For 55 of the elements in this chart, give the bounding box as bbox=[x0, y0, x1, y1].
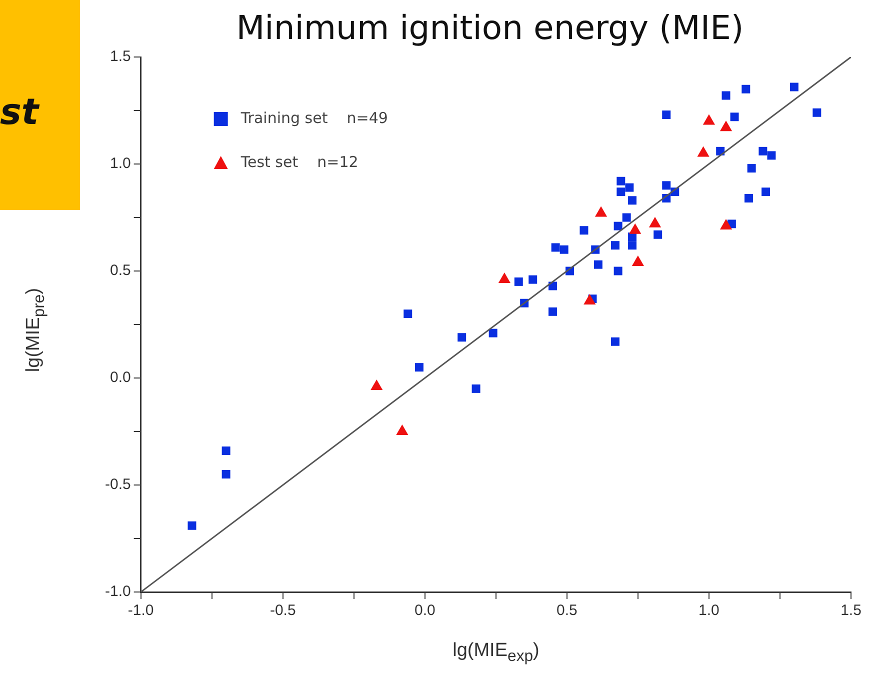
point bbox=[662, 181, 671, 190]
point bbox=[560, 245, 568, 254]
point bbox=[744, 194, 753, 202]
chart-title: Minimum ignition energy (MIE) bbox=[235, 8, 745, 47]
point bbox=[812, 108, 822, 117]
point bbox=[458, 333, 466, 342]
point bbox=[616, 176, 626, 186]
point bbox=[762, 188, 770, 196]
point bbox=[610, 337, 620, 346]
y-tick-label: 0.5 bbox=[110, 262, 131, 280]
point bbox=[514, 277, 523, 286]
point bbox=[662, 110, 671, 120]
point bbox=[488, 328, 498, 338]
legend-label: Training set n=49 bbox=[240, 108, 388, 127]
point bbox=[767, 151, 776, 160]
y-tick-label: 1.5 bbox=[110, 48, 131, 66]
point bbox=[404, 310, 412, 318]
point bbox=[528, 275, 538, 284]
legend-label: Test set n=12 bbox=[240, 152, 358, 171]
point bbox=[758, 146, 768, 156]
point bbox=[614, 222, 622, 230]
x-tick-label: -1.0 bbox=[128, 602, 154, 620]
point bbox=[625, 183, 634, 192]
point bbox=[628, 196, 637, 205]
point bbox=[654, 230, 662, 239]
point bbox=[222, 446, 230, 456]
point bbox=[622, 213, 631, 222]
point bbox=[414, 363, 424, 372]
text: st bbox=[0, 92, 39, 133]
point bbox=[722, 91, 730, 100]
point bbox=[628, 241, 637, 250]
point bbox=[730, 112, 739, 122]
y-tick-label: 1.0 bbox=[110, 155, 131, 172]
point bbox=[222, 470, 230, 479]
point bbox=[790, 82, 798, 92]
point bbox=[580, 226, 588, 235]
y-tick-label: 0.0 bbox=[110, 369, 131, 386]
x-tick-label: -0.5 bbox=[270, 602, 296, 620]
point bbox=[616, 188, 626, 196]
x-tick-label: 1.5 bbox=[840, 602, 862, 620]
point bbox=[614, 266, 622, 276]
point bbox=[742, 84, 750, 94]
point bbox=[610, 241, 620, 250]
point bbox=[747, 164, 756, 173]
point bbox=[472, 384, 480, 393]
x-axis-title: lg(MIE$_{exp}$) bbox=[452, 640, 540, 666]
point bbox=[188, 521, 196, 530]
y-tick-label: -1.0 bbox=[104, 583, 131, 600]
x-tick-label: 1.0 bbox=[698, 602, 720, 620]
x-tick-label: 0.0 bbox=[414, 602, 436, 620]
point bbox=[594, 260, 602, 269]
y-tick-label: -0.5 bbox=[104, 476, 131, 494]
point bbox=[551, 243, 560, 252]
x-tick-label: 0.5 bbox=[556, 602, 578, 620]
point bbox=[548, 307, 557, 316]
